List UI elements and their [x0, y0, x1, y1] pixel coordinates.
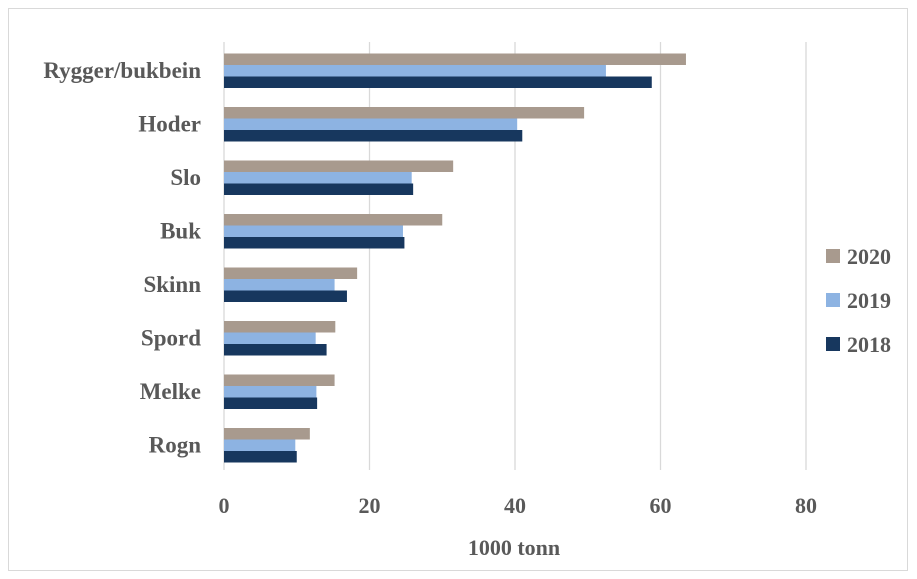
- x-tick-label: 0: [219, 493, 230, 518]
- category-label: Buk: [160, 218, 201, 243]
- bars: [224, 53, 686, 463]
- x-tick-label: 60: [650, 493, 672, 518]
- bar-2020-rygger-bukbein: [224, 53, 686, 65]
- bar-2018-slo: [224, 183, 414, 195]
- x-tick-label: 20: [359, 493, 381, 518]
- bar-2018-melke: [224, 397, 318, 409]
- bar-2018-hoder: [224, 130, 523, 142]
- bar-2020-melke: [224, 374, 335, 386]
- bar-2018-rygger-bukbein: [224, 76, 652, 88]
- legend-swatch-2018: [826, 337, 840, 351]
- bar-2019-skinn: [224, 279, 335, 291]
- bar-2018-spord: [224, 344, 327, 356]
- legend: 2020 2019 2018: [826, 244, 891, 357]
- bar-2020-rogn: [224, 428, 310, 440]
- category-label: Spord: [141, 325, 201, 350]
- x-tick-labels: 0 20 40 60 80: [219, 493, 818, 518]
- category-label: Melke: [140, 379, 201, 404]
- category-label: Slo: [170, 165, 201, 190]
- x-tick-label: 80: [795, 493, 817, 518]
- bar-2018-skinn: [224, 290, 347, 302]
- bar-2020-spord: [224, 321, 336, 333]
- legend-label-2018: 2018: [847, 332, 891, 357]
- bar-2019-buk: [224, 225, 403, 237]
- category-label: Rygger/bukbein: [43, 58, 201, 83]
- legend-swatch-2019: [826, 293, 840, 307]
- bar-2020-buk: [224, 214, 443, 226]
- category-label: Hoder: [138, 111, 201, 136]
- bar-2020-slo: [224, 160, 454, 172]
- legend-label-2020: 2020: [847, 244, 891, 269]
- x-tick-label: 40: [504, 493, 526, 518]
- bar-2019-hoder: [224, 118, 518, 130]
- bar-2019-spord: [224, 332, 316, 344]
- bar-2018-rogn: [224, 451, 297, 463]
- legend-swatch-2020: [826, 249, 840, 263]
- x-axis-title: 1000 tonn: [468, 535, 560, 560]
- category-labels: Rygger/bukbein Hoder Slo Buk Skinn Spord Melke…: [43, 58, 201, 458]
- bar-2019-slo: [224, 172, 412, 184]
- bar-2018-buk: [224, 237, 405, 249]
- bar-2019-rygger-bukbein: [224, 65, 606, 77]
- bar-2019-rogn: [224, 439, 296, 451]
- bar-2020-skinn: [224, 267, 358, 279]
- bar-2019-melke: [224, 386, 317, 398]
- bar-2020-hoder: [224, 107, 585, 119]
- chart-frame: [8, 8, 908, 571]
- legend-label-2019: 2019: [847, 288, 891, 313]
- category-label: Skinn: [143, 272, 201, 297]
- category-label: Rogn: [149, 432, 202, 457]
